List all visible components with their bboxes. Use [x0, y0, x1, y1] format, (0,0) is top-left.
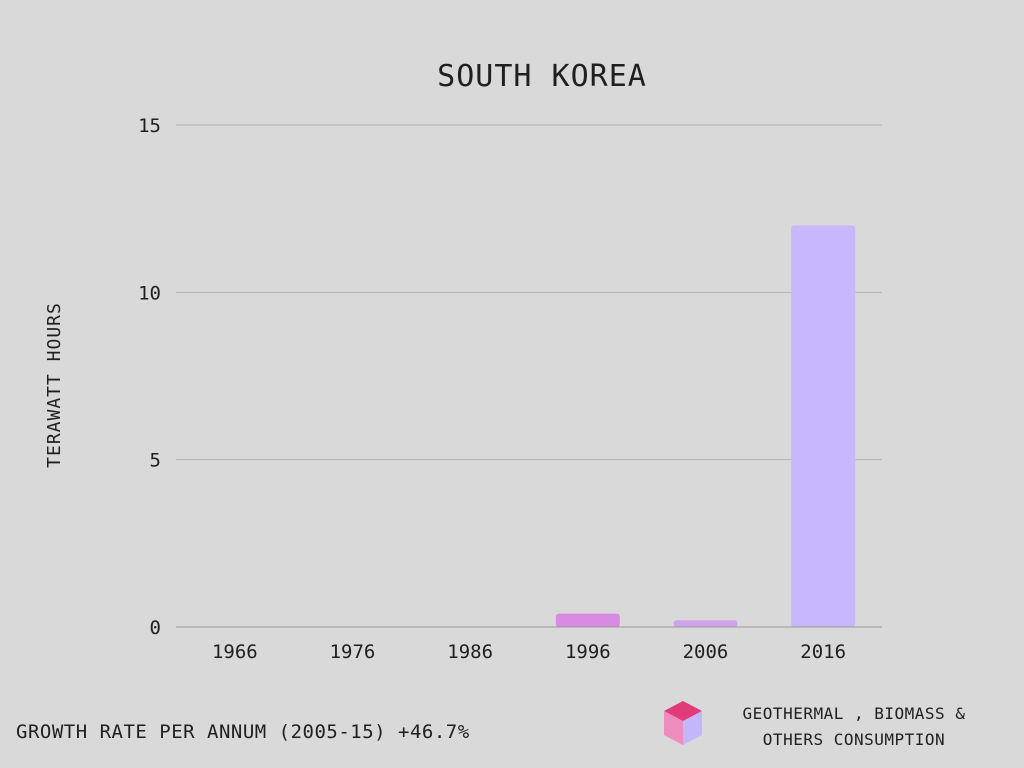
chart-title: SOUTH KOREA: [437, 59, 647, 94]
y-tick-label: 10: [138, 282, 161, 304]
x-tick-label: 1986: [447, 641, 493, 663]
bar-2016: [791, 225, 856, 627]
bar-2006: [673, 620, 738, 627]
x-axis-ticks: 1966 1976 1986 1996 2006 2016: [212, 641, 846, 663]
growth-rate-text: GROWTH RATE PER ANNUM (2005-15) +46.7%: [16, 721, 470, 743]
x-tick-label: 2016: [800, 641, 846, 663]
legend-label: GEOTHERMAL , BIOMASS & OTHERS CONSUMPTIO…: [714, 701, 994, 753]
y-tick-label: 5: [150, 450, 161, 472]
bar-1996: [555, 613, 620, 627]
y-tick-label: 0: [150, 617, 161, 639]
x-tick-label: 2006: [683, 641, 729, 663]
x-tick-label: 1966: [212, 641, 258, 663]
y-tick-label: 15: [138, 115, 161, 137]
legend-label-line-2: OTHERS CONSUMPTION: [762, 730, 946, 749]
x-tick-label: 1976: [330, 641, 376, 663]
bars: [176, 225, 882, 628]
legend: GEOTHERMAL , BIOMASS & OTHERS CONSUMPTIO…: [662, 699, 1002, 753]
y-axis-ticks: 0 5 10 15: [138, 115, 161, 639]
y-axis-label: TERAWATT HOURS: [44, 302, 65, 468]
gridlines: [176, 124, 882, 628]
legend-label-line-1: GEOTHERMAL , BIOMASS &: [742, 704, 966, 723]
x-tick-label: 1996: [565, 641, 611, 663]
cube-icon: [664, 701, 702, 745]
